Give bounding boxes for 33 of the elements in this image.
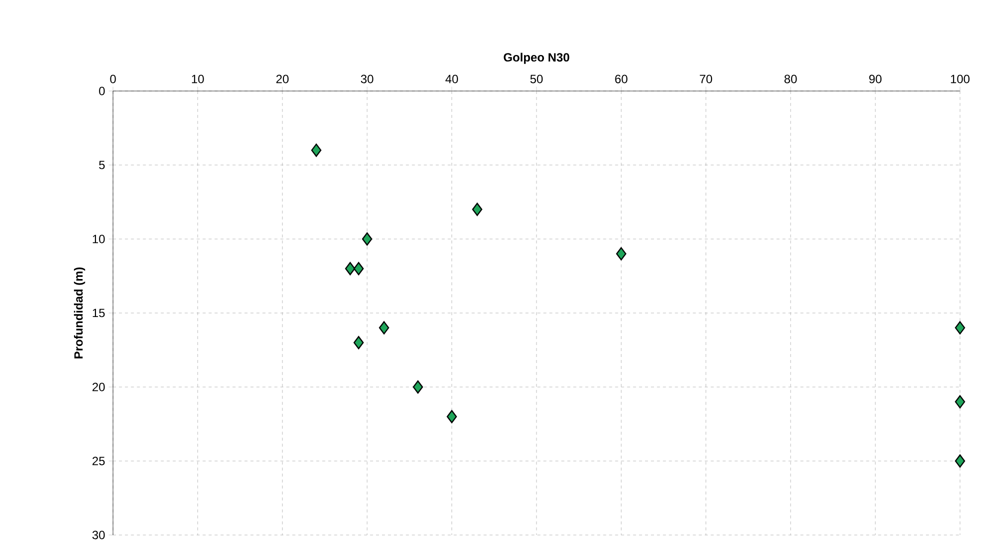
point xyxy=(345,262,356,276)
x-tick-label: 20 xyxy=(276,74,289,84)
y-tick-label: 30 xyxy=(92,530,105,540)
point xyxy=(954,395,966,408)
y-tick-label: 10 xyxy=(92,234,105,244)
x-tick-label: 50 xyxy=(530,74,543,84)
point xyxy=(311,144,322,157)
x-tick-label: 60 xyxy=(615,74,628,84)
x-tick-label: 100 xyxy=(950,74,970,84)
x-tick-label: 70 xyxy=(700,74,712,84)
point xyxy=(362,232,372,246)
point xyxy=(954,321,966,334)
point xyxy=(354,262,364,276)
x-axis-title: Golpeo N30 xyxy=(504,52,570,64)
point xyxy=(954,454,966,468)
x-tick-label: 10 xyxy=(192,74,204,84)
y-tick-label: 15 xyxy=(92,308,105,318)
x-tick-label: 80 xyxy=(784,74,797,84)
y-tick-label: 25 xyxy=(92,456,105,466)
x-tick-label: 90 xyxy=(869,74,882,84)
y-tick-label: 5 xyxy=(99,160,105,170)
point xyxy=(412,380,424,394)
y-tick-label: 0 xyxy=(99,86,105,96)
x-tick-label: 30 xyxy=(360,74,374,84)
point xyxy=(354,336,364,350)
point xyxy=(616,247,626,260)
x-tick-label: 40 xyxy=(445,74,458,84)
point xyxy=(472,202,482,216)
y-tick-label: 20 xyxy=(92,382,105,392)
y-axis-title: Profundidad (m) xyxy=(74,267,86,358)
point xyxy=(446,410,457,424)
point xyxy=(378,321,390,334)
x-tick-label: 0 xyxy=(110,74,116,84)
